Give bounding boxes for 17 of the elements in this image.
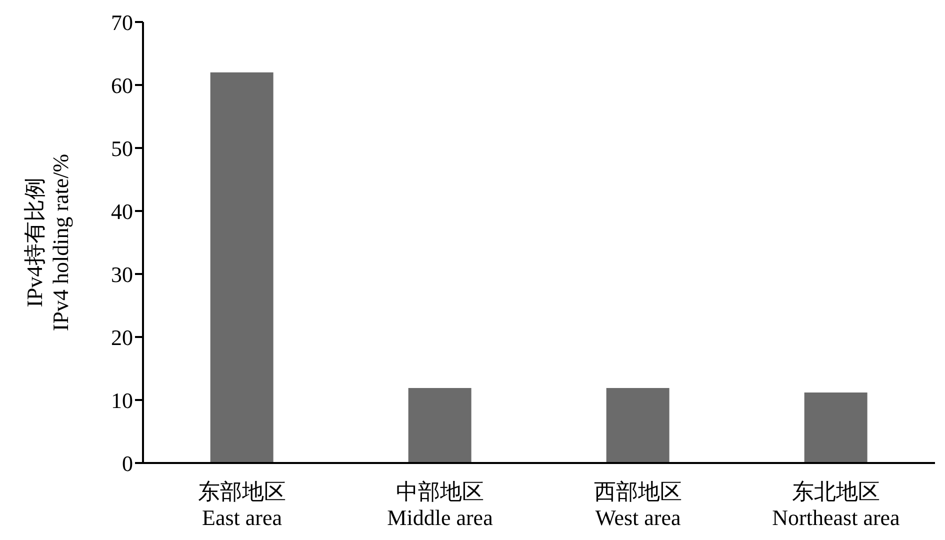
x-tick-label: 西部地区 West area — [594, 479, 682, 530]
bar — [210, 72, 274, 463]
bar — [606, 388, 670, 463]
y-tick-label: 50 — [111, 136, 133, 161]
x-tick-label: 东部地区 East area — [198, 479, 286, 530]
x-tick-label: 中部地区 Middle area — [387, 479, 494, 530]
y-axis-title: IPv4持有比例 IPv4 holding rate/% — [22, 154, 73, 332]
y-tick-label: 40 — [111, 198, 133, 224]
y-tick-label: 60 — [111, 72, 133, 98]
y-tick-label: 30 — [111, 262, 133, 287]
x-tick-label: 东北地区 Northeast area — [772, 479, 900, 530]
y-tick-label: 0 — [122, 450, 133, 476]
y-tick-label: 20 — [111, 324, 133, 350]
y-tick-label: 70 — [111, 10, 133, 35]
bar — [804, 392, 868, 463]
y-tick-label: 10 — [111, 388, 133, 413]
bar — [408, 388, 472, 463]
